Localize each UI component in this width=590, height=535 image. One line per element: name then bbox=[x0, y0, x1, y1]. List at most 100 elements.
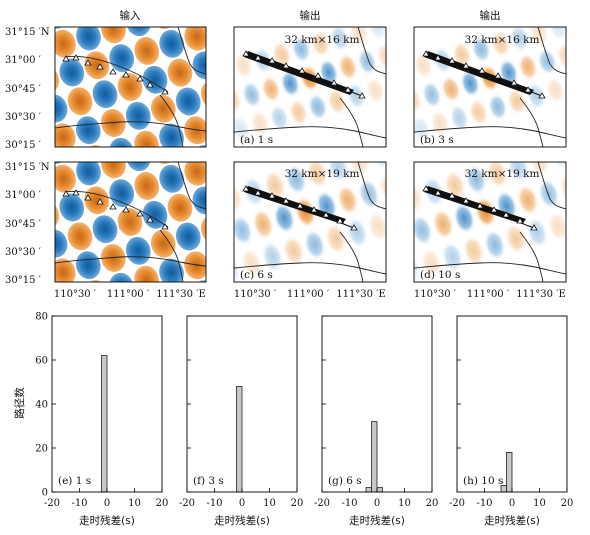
lon-tick: 111°00 ′ bbox=[287, 289, 330, 300]
x-tick-label: 20 bbox=[561, 498, 574, 509]
output-map-d: 32 km×19 km (d) 10 s bbox=[413, 161, 567, 283]
province-boundary bbox=[357, 27, 386, 75]
histogram-bar bbox=[236, 385, 243, 493]
x-tick-label: -20 bbox=[449, 498, 465, 509]
province-boundary bbox=[537, 27, 566, 75]
province-boundary bbox=[159, 229, 184, 282]
province-boundary bbox=[55, 121, 206, 132]
station-line bbox=[64, 190, 169, 228]
histogram-bar bbox=[371, 421, 378, 493]
lat-tick: 30°30 ′ bbox=[5, 247, 42, 258]
histogram-x-label: 走时残差(s) bbox=[484, 514, 540, 527]
x-tick-label: 0 bbox=[239, 498, 245, 509]
lon-tick: 111°00 ′ bbox=[467, 289, 510, 300]
x-tick-label: 0 bbox=[374, 498, 380, 509]
histogram-x-label: 走时残差(s) bbox=[349, 514, 405, 527]
province-boundary bbox=[177, 162, 206, 210]
histogram-panel: -20 -10 0 10 20 0 20 40 60 80 (e) 1 s 走时残差(s) bbox=[35, 312, 168, 528]
province-boundary bbox=[537, 162, 566, 210]
lat-tick: 30°45 ′ bbox=[5, 84, 42, 95]
header-output-1: 输出 bbox=[300, 9, 321, 22]
x-tick-label: -10 bbox=[71, 498, 87, 509]
x-tick-label: -20 bbox=[314, 498, 330, 509]
lat-tick: 31°15 ′N bbox=[5, 27, 50, 38]
stations bbox=[242, 185, 358, 231]
y-tick-label: 60 bbox=[35, 356, 48, 367]
x-tick-label: 0 bbox=[509, 498, 515, 509]
lat-tick: 30°45 ′ bbox=[5, 219, 42, 230]
histogram-panel: -20 -10 0 10 20 (h) 10 s 走时残差(s) bbox=[449, 315, 574, 527]
histogram-bar bbox=[376, 487, 383, 493]
lon-tick: 110°30 ′ bbox=[54, 289, 97, 300]
lon-tick: 110°30 ′ bbox=[234, 289, 277, 300]
x-tick-label: 20 bbox=[156, 498, 169, 509]
histogram-bar bbox=[365, 487, 372, 493]
lon-axis-col-3: 110°30 ′ 111°00 ′ 111°30 ′E bbox=[414, 289, 566, 300]
recovered-anomalies bbox=[414, 162, 566, 282]
y-tick-label: 80 bbox=[35, 312, 48, 323]
y-tick-label: 20 bbox=[35, 444, 48, 455]
lat-tick: 31°15 ′N bbox=[5, 162, 50, 173]
station-line bbox=[64, 55, 169, 93]
lat-tick: 30°30 ′ bbox=[5, 112, 42, 123]
lon-tick: 111°00 ′ bbox=[107, 289, 150, 300]
province-boundary bbox=[159, 94, 184, 147]
output-map-a: 32 km×16 km (a) 1 s bbox=[233, 26, 387, 148]
recovered-anomalies bbox=[234, 162, 386, 282]
panel-label-b: (b) 3 s bbox=[420, 134, 454, 146]
stations bbox=[62, 189, 169, 230]
province-boundary bbox=[519, 97, 544, 147]
output-map-b: 32 km×16 km (b) 3 s bbox=[413, 26, 567, 148]
histograms: -20 -10 0 10 20 0 20 40 60 80 (e) 1 s 走时残差(s) -20 -10… bbox=[35, 312, 573, 528]
lat-tick: 30°15 ′ bbox=[5, 140, 42, 151]
lat-tick: 31°00 ′ bbox=[5, 190, 42, 201]
province-boundary bbox=[519, 231, 544, 282]
anomaly-size-label: 32 km×16 km bbox=[285, 34, 360, 46]
histogram-panel: -20 -10 0 10 20 (g) 6 s 走时残差(s) bbox=[314, 315, 438, 527]
x-tick-label: 10 bbox=[398, 498, 411, 509]
lon-tick: 111°30 ′E bbox=[516, 289, 566, 300]
stations bbox=[422, 50, 546, 99]
stations bbox=[62, 54, 169, 95]
panel-label-d: (d) 10 s bbox=[420, 269, 460, 281]
histogram-panel-label: (g) 6 s bbox=[328, 475, 362, 487]
lat-tick: 30°15 ′ bbox=[5, 275, 42, 286]
histogram-bar bbox=[101, 355, 108, 493]
x-tick-label: 10 bbox=[263, 498, 276, 509]
lat-axis-row-1: 31°15 ′N 31°00 ′ 30°45 ′ 30°30 ′ 30°15 ′ bbox=[5, 27, 50, 151]
output-map-c: 32 km×19 km (c) 6 s bbox=[233, 161, 387, 283]
province-boundary bbox=[339, 231, 364, 282]
histogram-bar bbox=[506, 451, 513, 493]
anomaly-size-label: 32 km×19 km bbox=[285, 168, 360, 180]
lat-tick: 31°00 ′ bbox=[5, 55, 42, 66]
province-boundary bbox=[234, 262, 386, 275]
lon-tick: 111°30 ′E bbox=[336, 289, 386, 300]
x-tick-label: 0 bbox=[104, 498, 110, 509]
lon-tick: 111°30 ′E bbox=[156, 289, 206, 300]
y-tick-label: 40 bbox=[35, 400, 48, 411]
header-output-2: 输出 bbox=[480, 9, 501, 22]
panel-label-a: (a) 1 s bbox=[240, 134, 273, 146]
stations bbox=[242, 50, 366, 99]
anomaly-size-label: 32 km×19 km bbox=[465, 168, 540, 180]
checkerboard-pattern bbox=[55, 162, 206, 282]
lon-axis-col-1: 110°30 ′ 111°00 ′ 111°30 ′E bbox=[54, 289, 206, 300]
panel-label-c: (c) 6 s bbox=[240, 269, 273, 281]
x-tick-label: -10 bbox=[476, 498, 492, 509]
histogram-panel-label: (f) 3 s bbox=[193, 475, 224, 487]
histogram-panel: -20 -10 0 10 20 (f) 3 s 走时残差(s) bbox=[179, 315, 303, 527]
x-tick-label: -20 bbox=[44, 498, 60, 509]
province-boundary bbox=[414, 262, 566, 275]
province-boundary bbox=[414, 126, 566, 139]
province-boundary bbox=[55, 256, 206, 267]
header-input: 输入 bbox=[120, 9, 141, 22]
province-boundary bbox=[339, 97, 364, 147]
histogram-x-label: 走时残差(s) bbox=[79, 514, 135, 527]
province-boundary bbox=[357, 162, 386, 210]
province-boundary bbox=[234, 126, 386, 139]
histogram-y-label: 路径数 bbox=[13, 387, 26, 419]
x-tick-label: 10 bbox=[128, 498, 141, 509]
checkerboard-pattern bbox=[55, 27, 206, 147]
x-tick-label: -10 bbox=[341, 498, 357, 509]
